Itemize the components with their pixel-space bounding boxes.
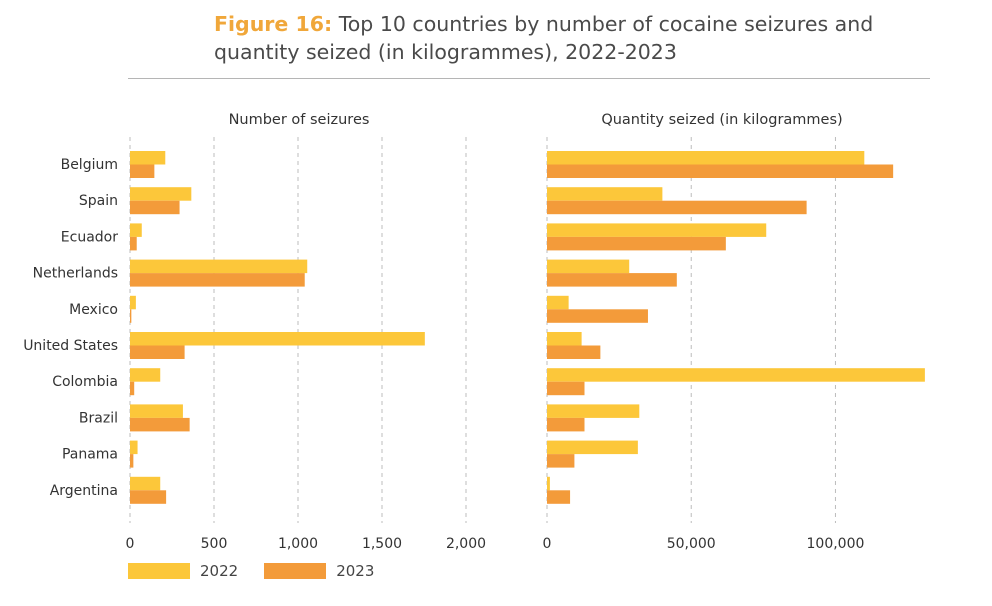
bar-2022 [547, 223, 767, 237]
bar-2022 [547, 332, 582, 346]
figure-number: Figure 16: [214, 12, 333, 36]
bar-2022 [130, 404, 183, 418]
x-tick-label: 2,000 [446, 536, 486, 552]
bar-2023 [130, 309, 132, 323]
bar-2022 [547, 151, 865, 165]
x-tick-label: 0 [543, 536, 552, 552]
bar-2022 [130, 259, 308, 274]
category-label: United States [23, 338, 118, 354]
bar-2023 [547, 309, 648, 323]
category-label: Brazil [79, 410, 118, 426]
category-label: Mexico [69, 302, 118, 318]
category-label: Argentina [50, 483, 118, 499]
bar-2023 [547, 236, 726, 251]
bar-2022 [130, 187, 192, 201]
bar-2023 [547, 345, 601, 359]
x-tick-label: 0 [126, 536, 135, 552]
legend-item-2023: 2023 [264, 562, 374, 580]
bar-2023 [547, 164, 894, 178]
bar-2023 [130, 490, 167, 504]
x-tick-label: 500 [201, 536, 228, 552]
bar-2023 [130, 273, 305, 287]
legend-label-2023: 2023 [336, 562, 375, 580]
bar-2023 [547, 417, 585, 432]
legend-item-2022: 2022 [128, 562, 238, 580]
bar-2022 [547, 295, 569, 310]
category-label: Colombia [52, 374, 118, 390]
bar-2022 [130, 476, 161, 491]
x-tick-label: 50,000 [667, 536, 716, 552]
category-label: Panama [62, 447, 118, 463]
bar-2023 [547, 454, 575, 468]
legend-swatch-2022 [128, 563, 190, 579]
bar-2023 [130, 381, 135, 396]
figure-title-text: Top 10 countries by number of cocaine se… [214, 12, 874, 64]
bar-2022 [130, 440, 138, 455]
x-tick-label: 1,500 [362, 536, 402, 552]
panel-title: Number of seizures [229, 112, 370, 128]
title-divider [128, 78, 930, 79]
bar-2022 [547, 476, 550, 491]
bar-2022 [130, 368, 161, 382]
x-tick-label: 1,000 [278, 536, 318, 552]
bar-2022 [130, 332, 425, 346]
bar-2023 [130, 164, 155, 178]
bar-2023 [130, 417, 190, 432]
bar-2023 [547, 381, 585, 396]
bar-2022 [547, 440, 638, 455]
figure-title: Figure 16: Top 10 countries by number of… [214, 10, 954, 66]
bar-2022 [547, 368, 925, 382]
legend-swatch-2023 [264, 563, 327, 579]
bar-2023 [547, 273, 677, 287]
bar-2023 [547, 490, 571, 504]
category-label: Ecuador [61, 229, 118, 245]
bar-2023 [547, 200, 807, 215]
bar-2023 [130, 236, 137, 251]
x-tick-label: 100,000 [807, 536, 865, 552]
category-label: Netherlands [33, 266, 118, 282]
bar-2022 [547, 404, 640, 418]
legend: 2022 2023 [128, 562, 400, 580]
panel-title: Quantity seized (in kilogrammes) [601, 112, 842, 128]
bar-2023 [130, 345, 185, 359]
bar-2023 [130, 454, 134, 468]
category-label: Belgium [61, 157, 118, 173]
legend-label-2022: 2022 [200, 562, 239, 580]
bar-2022 [130, 151, 166, 165]
bar-2023 [130, 200, 180, 215]
bar-2022 [547, 187, 663, 201]
bar-2022 [130, 295, 136, 310]
bar-2022 [547, 259, 630, 274]
category-label: Spain [79, 193, 118, 209]
bar-2022 [130, 223, 142, 237]
